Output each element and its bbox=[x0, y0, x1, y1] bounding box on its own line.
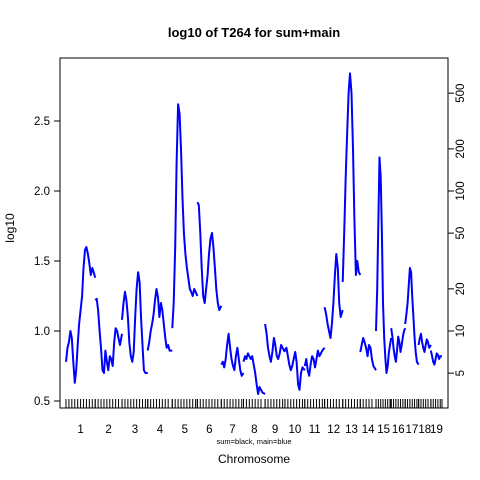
lod-segment-chr19 bbox=[431, 351, 442, 365]
chromosome-label: 6 bbox=[206, 424, 212, 436]
marker-rug bbox=[66, 399, 442, 408]
lod-segment-chr15 bbox=[376, 157, 391, 373]
right-tick-label: 10 bbox=[455, 325, 467, 338]
right-tick-label: 200 bbox=[455, 139, 467, 158]
chromosome-label: 2 bbox=[105, 424, 111, 436]
lod-segment-chr6 bbox=[197, 202, 221, 310]
chromosome-label: 14 bbox=[362, 424, 375, 436]
chromosome-label: 8 bbox=[251, 424, 257, 436]
x-axis-label: Chromosome bbox=[218, 452, 290, 466]
lod-segment-chr9 bbox=[265, 324, 285, 362]
chromosome-label: 10 bbox=[288, 424, 301, 436]
plot-frame bbox=[60, 58, 448, 408]
right-tick-label: 100 bbox=[455, 181, 467, 200]
legend-note: sum=black, main=blue bbox=[216, 437, 291, 446]
chromosome-label: 3 bbox=[132, 424, 138, 436]
lod-segment-chr5 bbox=[172, 104, 197, 328]
right-tick-label: 20 bbox=[455, 282, 467, 295]
lod-segment-chr2 bbox=[95, 299, 122, 373]
left-y-axis: 0.5 1.0 1.5 2.0 2.5 bbox=[34, 116, 60, 408]
lod-segment-chr3 bbox=[122, 272, 148, 373]
left-tick-label: 1.0 bbox=[34, 326, 50, 338]
lod-segment-chr17 bbox=[405, 268, 418, 365]
chromosome-label: 16 bbox=[392, 424, 405, 436]
lod-segment-chr13 bbox=[343, 73, 361, 282]
lod-segment-chr12 bbox=[325, 254, 343, 338]
chromosome-label: 12 bbox=[327, 424, 340, 436]
chromosome-label: 4 bbox=[157, 424, 164, 436]
lod-segment-chr10 bbox=[285, 348, 305, 390]
right-tick-label: 50 bbox=[455, 227, 467, 240]
y-axis-label: log10 bbox=[3, 213, 17, 243]
lod-segment-chr11 bbox=[305, 348, 325, 376]
chromosome-label: 11 bbox=[309, 424, 321, 436]
chromosome-label: 19 bbox=[430, 424, 443, 436]
lod-segment-chr7 bbox=[221, 334, 243, 376]
right-tick-label: 500 bbox=[455, 84, 467, 103]
lod-segment-chr8 bbox=[244, 353, 266, 394]
right-tick-label: 5 bbox=[455, 370, 467, 376]
lod-segment-chr16 bbox=[391, 328, 405, 362]
left-tick-label: 2.5 bbox=[34, 116, 50, 128]
left-tick-label: 2.0 bbox=[34, 186, 50, 198]
left-tick-label: 1.5 bbox=[34, 256, 50, 268]
chromosome-label: 7 bbox=[229, 424, 235, 436]
lod-segment-chr1 bbox=[66, 247, 95, 383]
lod-segment-chr18 bbox=[419, 334, 431, 352]
chromosome-label: 15 bbox=[377, 424, 390, 436]
lod-curve bbox=[66, 73, 442, 394]
chromosome-label: 13 bbox=[345, 424, 358, 436]
chromosome-label: 1 bbox=[77, 424, 83, 436]
chromosome-label: 17 bbox=[406, 424, 419, 436]
chromosome-label: 5 bbox=[182, 424, 188, 436]
chart-title: log10 of T264 for sum+main bbox=[168, 25, 340, 40]
right-y-axis: 5 10 20 50 100 200 500 bbox=[448, 84, 467, 377]
chromosome-label: 9 bbox=[272, 424, 278, 436]
lod-segment-chr14 bbox=[360, 338, 376, 370]
lod-segment-chr4 bbox=[148, 289, 173, 351]
left-tick-label: 0.5 bbox=[34, 396, 50, 408]
